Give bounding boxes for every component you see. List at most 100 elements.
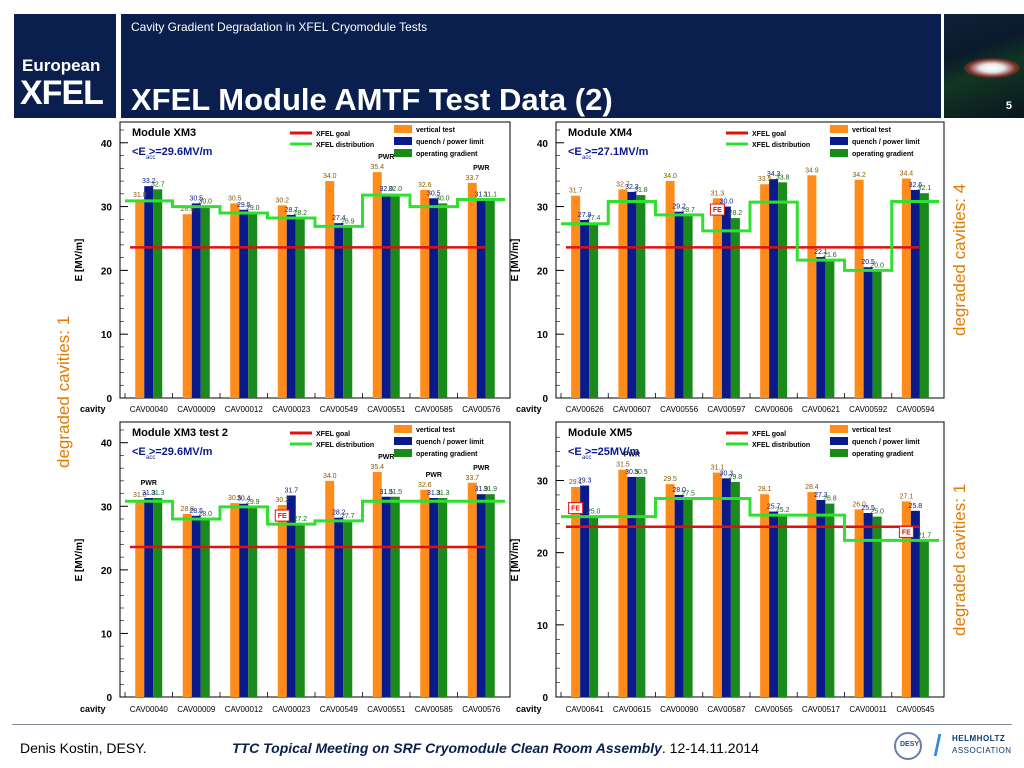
side-label-right-top: degraded cavities: 4 xyxy=(950,183,969,336)
value-label: 29.8 xyxy=(729,474,743,481)
pwr-annotation: PWR xyxy=(141,480,157,487)
bar-operating xyxy=(295,218,305,398)
bar-quench xyxy=(816,256,826,398)
value-label: 34.0 xyxy=(323,173,337,180)
value-label: 26.0 xyxy=(852,501,866,508)
value-label: 28.2 xyxy=(729,210,743,217)
value-label: 25.5 xyxy=(861,505,875,512)
legend-swatch xyxy=(830,425,848,433)
value-label: 32.6 xyxy=(418,482,432,489)
bar-quench xyxy=(381,193,391,398)
legend-swatch xyxy=(394,125,412,133)
value-label: 33.8 xyxy=(776,174,790,181)
bar-vertical_test xyxy=(135,499,145,697)
legend-swatch xyxy=(394,437,412,445)
value-label: 32.3 xyxy=(625,184,639,191)
category-label: CAV00012 xyxy=(225,405,264,414)
bar-quench xyxy=(863,512,873,697)
average-gradient-label: <E >=29.6MV/m xyxy=(132,446,213,458)
legend-label: XFEL goal xyxy=(316,131,350,138)
bar-operating xyxy=(872,270,882,398)
value-label: 34.3 xyxy=(767,171,781,178)
category-label: CAV00009 xyxy=(177,705,216,714)
bar-quench xyxy=(476,494,486,697)
category-label: CAV00615 xyxy=(613,705,652,714)
y-tick-label: 10 xyxy=(537,330,549,341)
value-label: 30.0 xyxy=(436,195,450,202)
value-label: 29.2 xyxy=(672,204,686,211)
value-label: 31.9 xyxy=(474,486,488,493)
value-label: 30.5 xyxy=(228,495,242,502)
bar-operating xyxy=(683,214,693,398)
bar-vertical_test xyxy=(760,184,770,398)
bar-vertical_test xyxy=(901,501,911,697)
value-label: 28.7 xyxy=(284,207,298,214)
average-gradient-label: <E >=29.6MV/m xyxy=(132,146,213,158)
value-label: 31.8 xyxy=(634,187,648,194)
y-tick-label: 10 xyxy=(537,621,549,632)
bar-vertical_test xyxy=(807,175,817,398)
legend-label: operating gradient xyxy=(852,451,914,458)
bar-operating xyxy=(778,515,788,697)
value-label: 32.6 xyxy=(418,182,432,189)
value-label: 33.7 xyxy=(465,475,479,482)
legend-swatch xyxy=(830,137,848,145)
bar-operating xyxy=(153,189,163,398)
category-label: CAV00585 xyxy=(415,705,454,714)
bar-operating xyxy=(485,199,495,398)
value-label: 31.9 xyxy=(483,486,497,493)
legend-label: XFEL distribution xyxy=(752,142,810,149)
value-label: 28.5 xyxy=(189,508,203,515)
y-tick-label: 0 xyxy=(106,693,112,704)
value-label: 31.5 xyxy=(616,462,630,469)
value-label: 31.0 xyxy=(133,192,147,199)
y-axis-label: E [MV/m] xyxy=(510,239,521,282)
value-label: 28.1 xyxy=(758,486,772,493)
fe-box xyxy=(709,203,725,216)
bar-quench xyxy=(910,189,920,398)
value-label: 30.5 xyxy=(427,190,441,197)
category-label: CAV00549 xyxy=(320,405,359,414)
fe-annotation: FE xyxy=(278,513,287,520)
value-label: 26.9 xyxy=(341,218,355,225)
footer-divider xyxy=(12,724,1012,725)
bar-operating xyxy=(825,260,835,398)
value-label: 28.2 xyxy=(332,510,346,517)
value-label: 31.3 xyxy=(427,490,441,497)
bar-operating xyxy=(872,516,882,697)
y-tick-label: 20 xyxy=(537,549,549,560)
value-label: 20.5 xyxy=(861,259,875,266)
legend-label: XFEL distribution xyxy=(316,442,374,449)
bar-vertical_test xyxy=(807,492,817,697)
value-label: 30.2 xyxy=(275,497,289,504)
y-tick-label: 0 xyxy=(542,693,548,704)
fe-annotation: FE xyxy=(902,529,911,536)
chart-title: Module XM3 xyxy=(132,127,196,139)
plot-frame xyxy=(119,421,511,698)
desy-logo-text: DESY xyxy=(900,741,920,748)
pwr-annotation: PWR xyxy=(624,452,640,459)
category-label: CAV00551 xyxy=(367,705,406,714)
y-tick-label: 0 xyxy=(106,394,112,405)
y-axis-label: E [MV/m] xyxy=(74,539,85,582)
x-axis-label: cavity xyxy=(80,704,106,714)
category-label: CAV00641 xyxy=(566,705,605,714)
bar-operating xyxy=(730,218,740,398)
y-tick-label: 20 xyxy=(101,266,113,277)
bar-operating xyxy=(438,203,448,398)
bar-operating xyxy=(153,498,163,697)
value-label: 25.7 xyxy=(767,504,781,511)
legend-label: operating gradient xyxy=(852,151,914,158)
value-label: 31.3 xyxy=(151,490,165,497)
y-axis-label: E [MV/m] xyxy=(74,239,85,282)
slide-title: XFEL Module AMTF Test Data (2) xyxy=(131,82,613,117)
bar-vertical_test xyxy=(182,214,192,398)
category-label: CAV00607 xyxy=(613,405,652,414)
category-label: CAV00585 xyxy=(415,405,454,414)
fe-annotation: FE xyxy=(713,207,722,214)
value-label: 27.4 xyxy=(587,215,601,222)
header-photo: 5 xyxy=(944,14,1024,118)
category-label: CAV00040 xyxy=(130,405,169,414)
footer-meeting-title: TTC Topical Meeting on SRF Cryomodule Cl… xyxy=(232,740,662,756)
side-label-right-bottom: degraded cavities: 1 xyxy=(950,483,969,636)
